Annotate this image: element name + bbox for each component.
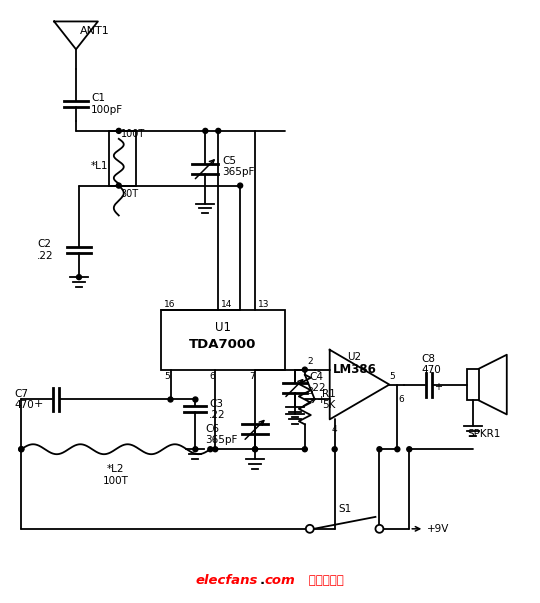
Text: 5: 5 (389, 372, 395, 381)
Circle shape (332, 447, 337, 452)
Text: 7: 7 (249, 372, 255, 381)
Circle shape (168, 397, 173, 402)
Text: 16: 16 (164, 300, 175, 309)
Text: 2: 2 (307, 357, 313, 366)
Text: U1: U1 (215, 321, 231, 335)
Circle shape (377, 447, 382, 452)
Text: R1
5K: R1 5K (322, 389, 335, 410)
Text: +: + (317, 396, 326, 405)
Circle shape (302, 447, 307, 452)
Text: 电子发烧友: 电子发烧友 (305, 573, 343, 587)
Circle shape (193, 397, 198, 402)
Circle shape (253, 447, 258, 452)
Text: 6: 6 (399, 395, 404, 404)
Circle shape (19, 447, 24, 452)
Text: 4: 4 (332, 425, 338, 434)
Bar (160, 310, 285, 370)
Circle shape (302, 367, 307, 372)
Text: 5: 5 (165, 372, 171, 381)
Circle shape (213, 447, 218, 452)
Circle shape (375, 525, 383, 533)
Text: C1
100pF: C1 100pF (91, 93, 123, 115)
Text: C6
365pF: C6 365pF (205, 423, 238, 445)
Text: S1: S1 (338, 504, 351, 514)
Circle shape (19, 447, 24, 452)
Text: C5
365pF: C5 365pF (222, 156, 255, 177)
Text: 13: 13 (258, 300, 269, 309)
Bar (467, 368, 479, 400)
Circle shape (77, 274, 82, 280)
Text: SPKR1: SPKR1 (467, 429, 501, 440)
Circle shape (216, 128, 221, 133)
Circle shape (208, 447, 213, 452)
Text: LM386: LM386 (333, 363, 376, 376)
Circle shape (407, 447, 412, 452)
Text: C2
.22: C2 .22 (37, 239, 54, 261)
Text: +: + (434, 382, 442, 391)
Text: *L2
100T: *L2 100T (103, 464, 129, 486)
Text: U2: U2 (348, 352, 362, 362)
Text: TDA7000: TDA7000 (189, 338, 256, 352)
Text: C4
.22: C4 .22 (310, 372, 326, 393)
Circle shape (116, 183, 122, 188)
Text: 30T: 30T (121, 189, 139, 198)
Circle shape (116, 128, 122, 133)
Text: 6: 6 (210, 372, 215, 381)
Circle shape (395, 447, 400, 452)
Text: .: . (260, 573, 265, 587)
Text: 14: 14 (221, 300, 233, 309)
Circle shape (203, 128, 208, 133)
Text: +9V: +9V (427, 524, 450, 534)
Text: 100T: 100T (121, 129, 145, 139)
Circle shape (253, 447, 258, 452)
Text: -: - (317, 365, 321, 376)
Text: C7
470: C7 470 (15, 389, 34, 410)
Circle shape (306, 525, 314, 533)
Text: *L1: *L1 (91, 161, 109, 171)
Text: 3: 3 (307, 387, 313, 396)
Text: C8
470: C8 470 (421, 354, 441, 376)
Text: C3
.22: C3 .22 (210, 399, 226, 420)
Text: +: + (33, 399, 43, 409)
Text: elecfans: elecfans (195, 573, 258, 587)
Text: ANT1: ANT1 (80, 27, 110, 36)
Text: com: com (264, 573, 295, 587)
Circle shape (193, 447, 198, 452)
Circle shape (238, 183, 242, 188)
